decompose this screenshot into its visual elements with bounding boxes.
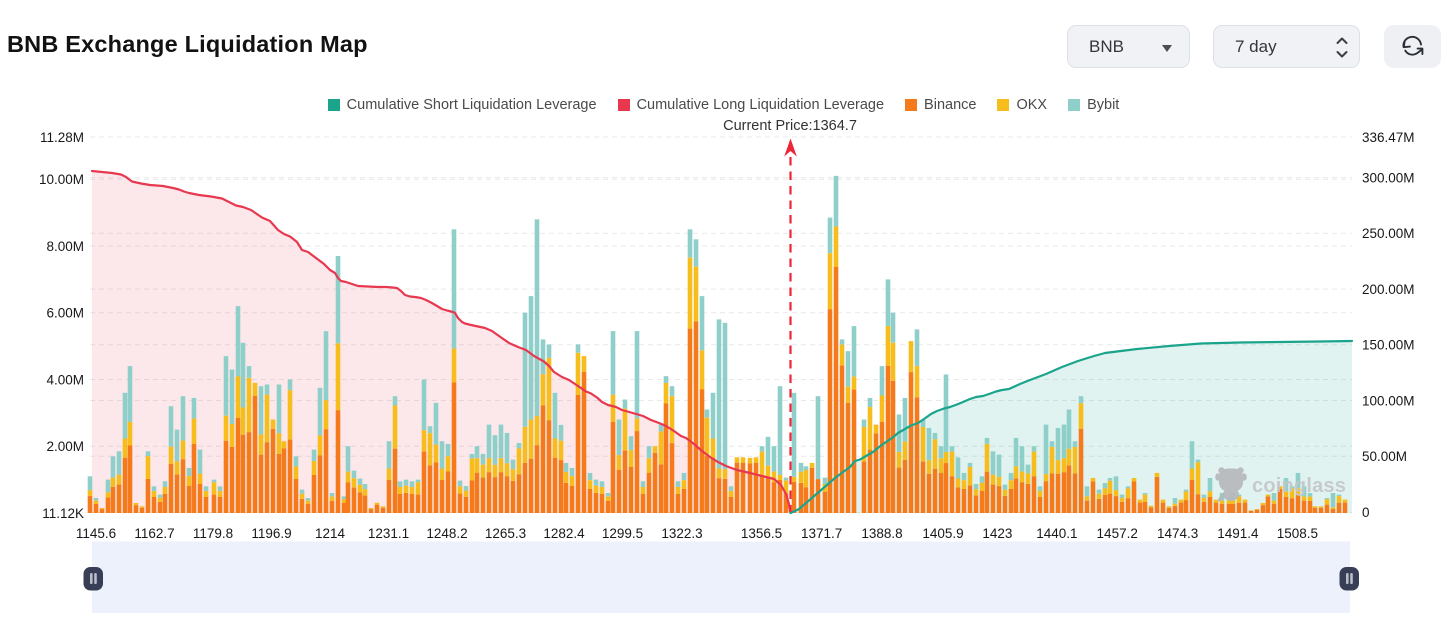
svg-text:coinglass: coinglass	[1252, 475, 1346, 497]
svg-text:150.00M: 150.00M	[1362, 338, 1415, 353]
svg-text:1474.3: 1474.3	[1157, 526, 1198, 541]
svg-text:1322.3: 1322.3	[661, 526, 702, 541]
svg-text:1423: 1423	[982, 526, 1012, 541]
svg-text:336.47M: 336.47M	[1362, 130, 1415, 145]
svg-text:1162.7: 1162.7	[134, 526, 174, 541]
svg-text:1248.2: 1248.2	[426, 526, 467, 541]
svg-text:50.00M: 50.00M	[1362, 449, 1407, 464]
svg-text:100.00M: 100.00M	[1362, 393, 1415, 408]
svg-text:1214: 1214	[315, 526, 346, 541]
svg-text:1282.4: 1282.4	[543, 526, 585, 541]
svg-text:Current Price:1364.7: Current Price:1364.7	[723, 118, 857, 134]
svg-text:1457.2: 1457.2	[1097, 526, 1138, 541]
svg-text:1371.7: 1371.7	[801, 526, 842, 541]
svg-text:6.00M: 6.00M	[46, 306, 84, 321]
svg-text:11.28M: 11.28M	[40, 130, 84, 145]
svg-text:300.00M: 300.00M	[1362, 170, 1415, 185]
svg-text:8.00M: 8.00M	[46, 239, 84, 254]
svg-text:1491.4: 1491.4	[1217, 526, 1259, 541]
svg-text:1356.5: 1356.5	[741, 526, 782, 541]
svg-text:1231.1: 1231.1	[368, 526, 409, 541]
svg-text:1508.5: 1508.5	[1277, 526, 1318, 541]
svg-text:0: 0	[1362, 505, 1370, 520]
svg-text:2.00M: 2.00M	[46, 439, 84, 454]
svg-text:1405.9: 1405.9	[922, 526, 963, 541]
svg-text:250.00M: 250.00M	[1362, 226, 1415, 241]
svg-text:1179.8: 1179.8	[193, 526, 233, 541]
svg-text:1145.6: 1145.6	[76, 526, 116, 541]
svg-text:1299.5: 1299.5	[602, 526, 643, 541]
svg-text:11.12K: 11.12K	[42, 506, 84, 521]
svg-text:1388.8: 1388.8	[861, 526, 902, 541]
svg-text:1196.9: 1196.9	[251, 526, 291, 541]
svg-text:1265.3: 1265.3	[485, 526, 526, 541]
svg-text:200.00M: 200.00M	[1362, 282, 1415, 297]
svg-text:10.00M: 10.00M	[39, 172, 84, 187]
svg-text:1440.1: 1440.1	[1036, 526, 1077, 541]
svg-text:4.00M: 4.00M	[46, 372, 84, 387]
